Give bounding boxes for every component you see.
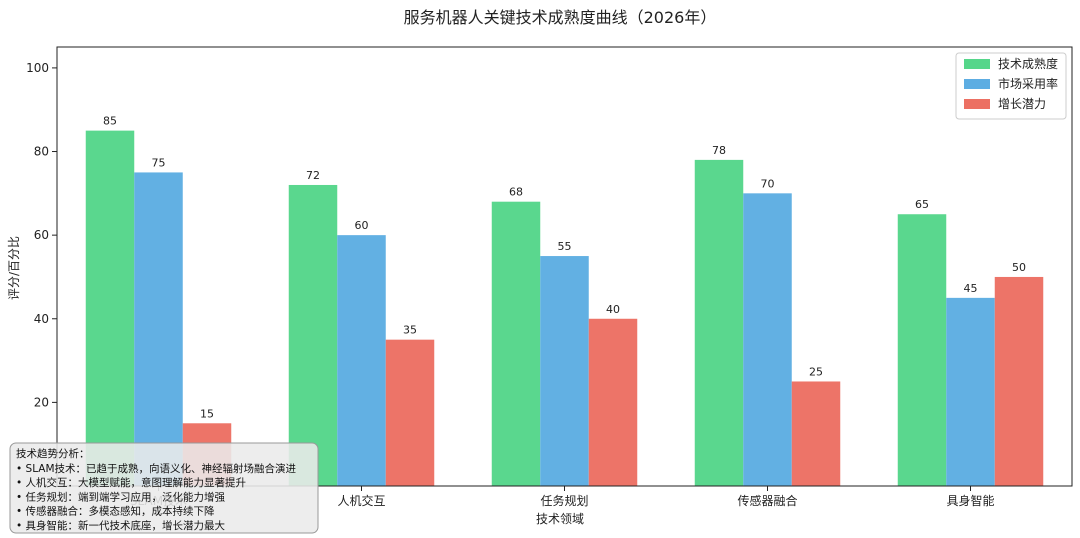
data-label: 75 xyxy=(152,156,166,169)
y-tick-label: 60 xyxy=(34,228,49,242)
plot-area: 20406080100857515SLAM技术726035人机交互685540任… xyxy=(26,46,1073,508)
data-label: 72 xyxy=(306,169,320,182)
bar-3-2 xyxy=(385,339,435,486)
legend-swatch xyxy=(964,59,990,69)
annotation-line: • SLAM技术：已趋于成熟，向语义化、神经辐射场融合演进 xyxy=(16,462,297,475)
y-tick-label: 80 xyxy=(34,145,49,159)
trend-annotation-box: 技术趋势分析： • SLAM技术：已趋于成熟，向语义化、神经辐射场融合演进• 人机… xyxy=(9,442,319,534)
annotation-line: • 人机交互：大模型赋能，意图理解能力显著提升 xyxy=(16,476,246,489)
bar-3-5 xyxy=(994,276,1044,486)
x-tick-label: 任务规划 xyxy=(540,493,588,508)
x-tick-label: 传感器融合 xyxy=(737,493,797,508)
x-axis-label: 技术领域 xyxy=(536,512,584,526)
data-label: 70 xyxy=(761,177,775,190)
bar-2-2 xyxy=(337,235,386,486)
legend-swatch xyxy=(964,99,990,109)
data-label: 60 xyxy=(355,219,369,232)
bar-1-2 xyxy=(288,184,338,486)
bar-2-5 xyxy=(946,297,995,486)
bar-3-4 xyxy=(791,381,841,486)
data-label: 35 xyxy=(403,324,417,337)
bar-1-1 xyxy=(85,130,135,486)
y-tick-label: 20 xyxy=(34,395,49,409)
data-label: 78 xyxy=(712,144,726,157)
x-tick-label: 具身智能 xyxy=(946,493,994,508)
bar-3-3 xyxy=(588,318,638,486)
bar-2-4 xyxy=(743,193,792,487)
bar-2-1 xyxy=(134,172,183,486)
data-label: 15 xyxy=(200,407,214,420)
y-axis-label: 评分/百分比 xyxy=(7,236,21,300)
data-label: 40 xyxy=(606,303,620,316)
annotation-line: • 任务规划：端到端学习应用，泛化能力增强 xyxy=(16,490,226,503)
annotation-line: • 传感器融合：多模态感知，成本持续下降 xyxy=(16,505,215,518)
annotation-title: 技术趋势分析： xyxy=(16,447,90,460)
bar-2-3 xyxy=(540,256,589,486)
annotation-line: • 具身智能：新一代技术底座，增长潜力最大 xyxy=(16,519,226,532)
data-label: 85 xyxy=(103,115,117,128)
annotation-frame xyxy=(9,442,319,534)
data-label: 55 xyxy=(558,240,572,253)
data-label: 45 xyxy=(964,282,978,295)
bar-1-4 xyxy=(694,159,744,486)
legend-swatch xyxy=(964,79,990,89)
data-label: 25 xyxy=(809,365,823,378)
y-tick-label: 40 xyxy=(34,312,49,326)
x-tick-label: 人机交互 xyxy=(337,493,385,508)
y-tick-label: 100 xyxy=(26,61,49,75)
legend-label: 技术成熟度 xyxy=(998,56,1058,71)
legend-label: 市场采用率 xyxy=(998,76,1058,91)
data-label: 50 xyxy=(1012,261,1026,274)
data-label: 65 xyxy=(915,198,929,211)
bar-1-3 xyxy=(491,201,541,486)
plot-frame xyxy=(56,46,1073,487)
data-label: 68 xyxy=(509,186,523,199)
legend-label: 增长潜力 xyxy=(998,97,1046,111)
chart-title: 服务机器人关键技术成熟度曲线（2026年） xyxy=(404,8,717,27)
bar-1-5 xyxy=(897,214,947,486)
